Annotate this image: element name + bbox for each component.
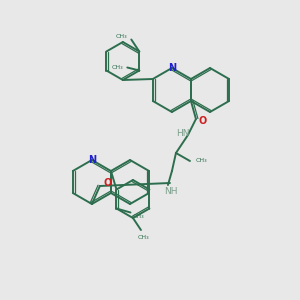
Text: O: O [199, 116, 207, 126]
Text: HN: HN [176, 128, 190, 137]
Text: CH₃: CH₃ [137, 235, 149, 240]
Text: N: N [88, 155, 96, 165]
Text: CH₃: CH₃ [196, 158, 208, 164]
Text: CH₃: CH₃ [133, 214, 144, 219]
Text: NH: NH [164, 187, 178, 196]
Text: N: N [168, 63, 176, 73]
Text: O: O [104, 178, 112, 188]
Text: CH₃: CH₃ [112, 65, 123, 70]
Text: CH₃: CH₃ [116, 34, 127, 39]
